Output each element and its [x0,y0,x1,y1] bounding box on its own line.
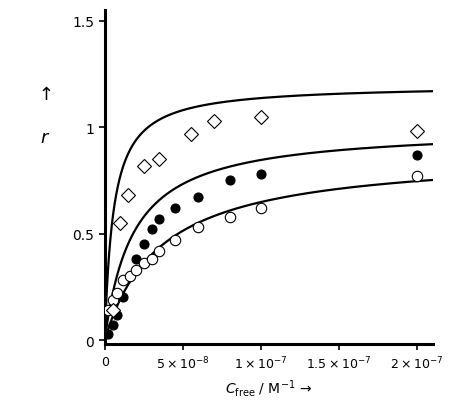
X-axis label: $\mathit{C}_\mathrm{free}$ / M$^{-1}$ →: $\mathit{C}_\mathrm{free}$ / M$^{-1}$ → [225,377,312,398]
Text: ↑: ↑ [38,85,53,103]
Text: $r$: $r$ [40,129,51,147]
